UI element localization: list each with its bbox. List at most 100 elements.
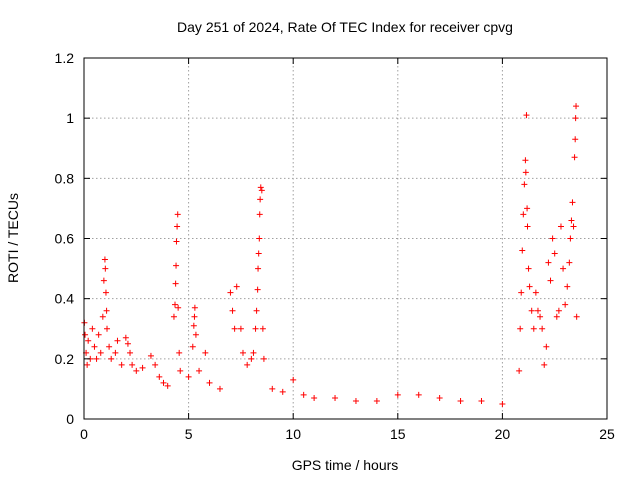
data-point	[256, 211, 263, 218]
data-point	[530, 325, 537, 332]
data-point	[520, 211, 527, 218]
y-axis-label: ROTI / TECUs	[5, 193, 21, 283]
data-point	[170, 313, 177, 320]
data-point	[108, 355, 115, 362]
data-point	[524, 223, 531, 230]
data-point	[252, 325, 259, 332]
data-point	[227, 289, 234, 296]
data-point	[124, 340, 131, 347]
data-point	[572, 115, 579, 122]
data-point	[139, 364, 146, 371]
data-point	[196, 367, 203, 374]
data-point	[122, 334, 129, 341]
data-point	[82, 331, 89, 338]
data-point	[93, 355, 100, 362]
data-point	[521, 181, 528, 188]
data-point	[257, 184, 264, 191]
data-point	[553, 313, 560, 320]
data-point	[177, 367, 184, 374]
x-tick-label: 10	[285, 426, 301, 442]
data-point	[129, 361, 136, 368]
data-point	[551, 250, 558, 257]
y-tick-label: 0	[66, 411, 74, 427]
y-tick-label: 0.2	[55, 351, 75, 367]
data-point	[156, 373, 163, 380]
data-point	[522, 157, 529, 164]
data-point	[572, 136, 579, 143]
data-point	[566, 259, 573, 266]
data-point	[95, 331, 102, 338]
data-point	[569, 199, 576, 206]
y-tick-label: 1	[66, 110, 74, 126]
data-point	[172, 280, 179, 287]
y-tick-label: 0.4	[55, 291, 75, 307]
data-point	[519, 247, 526, 254]
data-point	[255, 250, 262, 257]
data-point	[499, 400, 506, 407]
data-point	[568, 217, 575, 224]
data-point	[256, 235, 263, 242]
data-point	[190, 322, 197, 329]
data-point	[300, 391, 307, 398]
data-point	[112, 349, 119, 356]
data-point	[478, 397, 485, 404]
data-point	[97, 349, 104, 356]
data-point	[525, 265, 532, 272]
y-tick-label: 1.2	[55, 50, 75, 66]
data-point	[160, 379, 167, 386]
data-point	[539, 325, 546, 332]
data-point	[172, 301, 179, 308]
data-point	[102, 265, 109, 272]
data-point	[91, 343, 98, 350]
data-point	[269, 385, 276, 392]
data-point	[191, 313, 198, 320]
data-point	[174, 211, 181, 218]
data-point	[352, 397, 359, 404]
data-point	[522, 169, 529, 176]
data-point	[174, 223, 181, 230]
data-point	[537, 313, 544, 320]
data-point	[103, 307, 110, 314]
data-point	[259, 325, 266, 332]
data-point	[216, 385, 223, 392]
data-point	[253, 307, 260, 314]
data-point	[524, 205, 531, 212]
data-point	[231, 325, 238, 332]
data-points	[81, 103, 580, 407]
y-tick-label: 0.6	[55, 231, 75, 247]
data-point	[332, 394, 339, 401]
data-point	[244, 361, 251, 368]
data-point	[176, 349, 183, 356]
data-point	[106, 343, 113, 350]
x-tick-label: 0	[80, 426, 88, 442]
data-point	[147, 352, 154, 359]
data-point	[248, 355, 255, 362]
grid-lines	[84, 58, 607, 419]
data-point	[545, 259, 552, 266]
data-point	[164, 382, 171, 389]
data-point	[560, 265, 567, 272]
data-point	[233, 283, 240, 290]
data-point	[373, 397, 380, 404]
data-point	[118, 361, 125, 368]
data-point	[206, 379, 213, 386]
data-point	[394, 391, 401, 398]
data-point	[152, 361, 159, 368]
data-point	[104, 325, 111, 332]
data-point	[532, 289, 539, 296]
data-point	[528, 307, 535, 314]
data-point	[175, 304, 182, 311]
data-point	[185, 373, 192, 380]
data-point	[192, 331, 199, 338]
data-point	[99, 313, 106, 320]
data-point	[541, 361, 548, 368]
data-point	[457, 397, 464, 404]
data-point	[517, 325, 524, 332]
data-point	[562, 301, 569, 308]
data-point	[573, 103, 580, 110]
data-point	[543, 343, 550, 350]
data-point	[189, 343, 196, 350]
data-point	[85, 337, 92, 344]
data-point	[114, 337, 121, 344]
